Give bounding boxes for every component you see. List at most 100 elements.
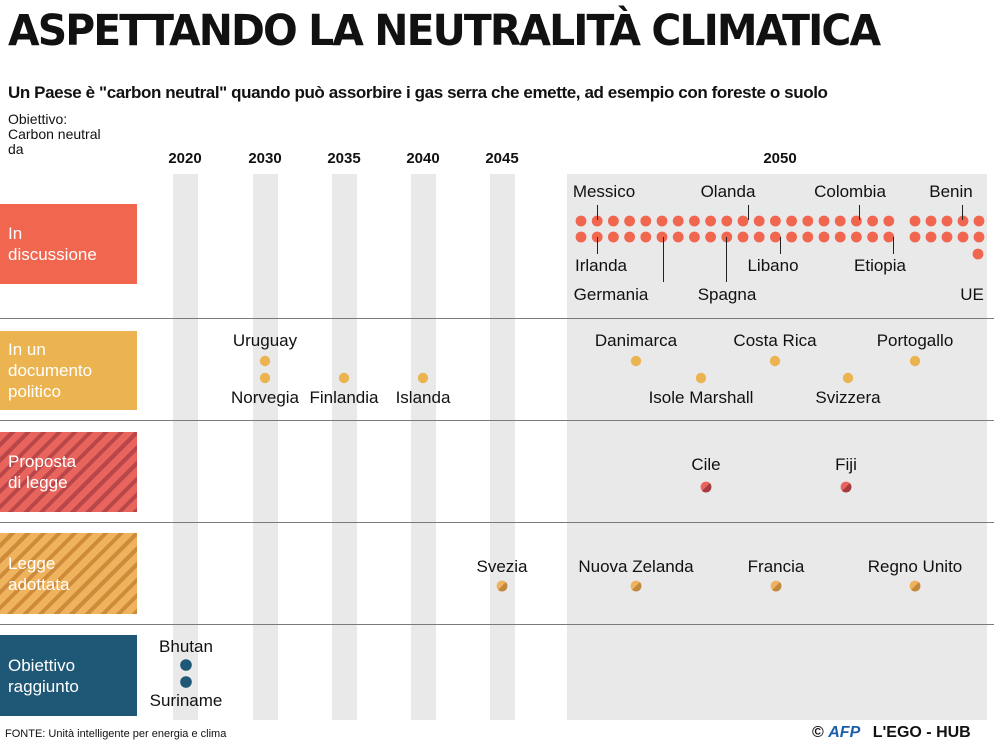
- discussion-dot: [624, 231, 635, 243]
- discussion-dot: [737, 215, 749, 227]
- category-label: Obiettivo raggiunto: [8, 655, 79, 696]
- row-divider: [0, 522, 994, 523]
- leader-line: [780, 237, 781, 254]
- dot-islanda: [417, 372, 429, 384]
- dot-suriname: [180, 676, 192, 688]
- credits: © AFP L'EGO - HUB: [812, 724, 971, 742]
- discussion-dot: [957, 231, 969, 243]
- discussion-dot: [753, 215, 765, 227]
- country-label-svizzera: Svizzera: [815, 388, 881, 407]
- leader-line: [859, 205, 860, 220]
- discussion-dot: [851, 215, 862, 227]
- country-label-spagna: Spagna: [697, 285, 757, 304]
- dot-cile-shade: [702, 483, 712, 493]
- leader-line: [748, 205, 749, 220]
- column-band-2020: [173, 174, 198, 720]
- discussion-dot: [957, 215, 969, 227]
- discussion-dot: [591, 215, 603, 227]
- leader-line: [962, 205, 963, 220]
- dot-bhutan: [180, 659, 192, 671]
- dot-portogallo: [909, 355, 921, 367]
- discussion-dot: [867, 231, 878, 243]
- discussion-dot: [834, 215, 846, 227]
- country-label-finlandia: Finlandia: [309, 388, 379, 407]
- afp-logo: AFP: [828, 724, 861, 741]
- year-label-2030: 2030: [248, 150, 282, 167]
- category-label: Legge adottata: [8, 553, 70, 594]
- country-label-fiji: Fiji: [835, 455, 857, 474]
- country-label-norvegia: Norvegia: [230, 388, 300, 407]
- country-label-benin: Benin: [929, 182, 973, 201]
- category-in-discussione: In discussione: [0, 204, 137, 284]
- category-label: In discussione: [8, 224, 97, 264]
- discussion-dot: [624, 215, 635, 227]
- column-band-2035: [332, 174, 357, 720]
- category-documento-politico: In un documento politico: [0, 331, 137, 410]
- discussion-dot: [656, 215, 668, 227]
- discussion-dot: [689, 231, 700, 243]
- country-label-regno-unito: Regno Unito: [867, 557, 963, 576]
- discussion-dot: [672, 231, 684, 243]
- discussion-dot: [640, 231, 652, 243]
- dot-fiji-shade: [842, 483, 852, 493]
- discussion-dot: [575, 215, 587, 227]
- dot-svezia-shade: [498, 582, 508, 592]
- country-label-islanda: Islanda: [395, 388, 451, 407]
- country-label-etiopia: Etiopia: [854, 256, 906, 275]
- country-label-ue: UE: [960, 285, 984, 304]
- goal-axis-label: Obiettivo: Carbon neutral da: [8, 111, 101, 157]
- leader-line: [726, 237, 727, 282]
- country-label-uruguay: Uruguay: [232, 331, 298, 350]
- discussion-dot: [786, 215, 797, 227]
- discussion-dot: [941, 215, 953, 227]
- dot-costa-rica: [769, 355, 781, 367]
- source-note: FONTE: Unità intelligente per energia e …: [5, 728, 227, 740]
- lego-hub-logo: L'EGO - HUB: [872, 724, 971, 741]
- column-band-2030: [253, 174, 278, 720]
- country-label-cile: Cile: [691, 455, 721, 474]
- discussion-dot: [941, 231, 953, 243]
- country-label-isole-marshall: Isole Marshall: [648, 388, 754, 407]
- discussion-dot: [818, 231, 830, 243]
- country-label-messico: Messico: [572, 182, 636, 201]
- discussion-dot: [705, 231, 716, 243]
- dot-ue: [972, 248, 984, 260]
- country-label-portogallo: Portogallo: [876, 331, 954, 350]
- category-proposta-di-legge: Proposta di legge: [0, 432, 137, 512]
- country-label-colombia: Colombia: [814, 182, 886, 201]
- column-band-2040: [411, 174, 436, 720]
- year-label-2020: 2020: [168, 150, 202, 167]
- dot-finlandia: [338, 372, 350, 384]
- year-label-2035: 2035: [327, 150, 361, 167]
- column-band-2045: [490, 174, 515, 720]
- discussion-dot: [802, 215, 814, 227]
- dot-isole-marshall: [695, 372, 707, 384]
- country-label-olanda: Olanda: [700, 182, 756, 201]
- discussion-dot: [867, 215, 878, 227]
- discussion-dot: [656, 231, 668, 243]
- discussion-dot: [640, 215, 652, 227]
- year-label-2045: 2045: [485, 150, 519, 167]
- row-divider: [0, 318, 994, 319]
- country-label-francia: Francia: [747, 557, 805, 576]
- discussion-dot: [786, 231, 797, 243]
- dot-danimarca: [630, 355, 642, 367]
- country-label-nuova-zelanda: Nuova Zelanda: [578, 557, 694, 576]
- copyright-symbol: ©: [812, 724, 824, 741]
- country-label-costa-rica: Costa Rica: [733, 331, 817, 350]
- discussion-dot: [925, 215, 937, 227]
- discussion-dot: [883, 231, 895, 243]
- leader-line: [597, 205, 598, 220]
- category-label: Proposta di legge: [8, 452, 77, 492]
- discussion-dot: [818, 215, 830, 227]
- column-band-2050: [567, 174, 987, 720]
- discussion-dot: [973, 231, 985, 243]
- category-label: In un documento politico: [8, 340, 93, 401]
- category-legge-adottata: Legge adottata: [0, 533, 137, 614]
- discussion-dot: [737, 231, 749, 243]
- leader-line: [597, 237, 598, 254]
- discussion-dot: [973, 215, 985, 227]
- discussion-dot: [721, 215, 733, 227]
- country-label-danimarca: Danimarca: [594, 331, 678, 350]
- discussion-dot: [753, 231, 765, 243]
